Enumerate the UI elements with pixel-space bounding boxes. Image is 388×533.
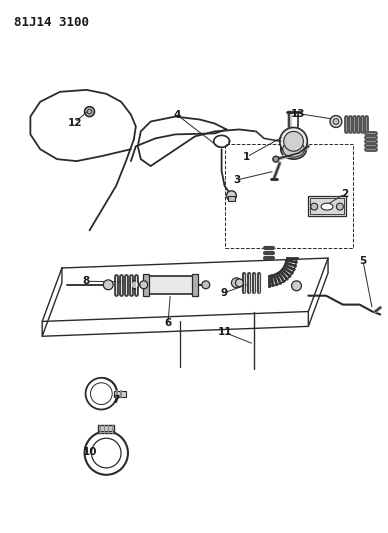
Text: 3: 3 (233, 175, 241, 185)
Circle shape (236, 279, 243, 287)
Bar (114, 391, 126, 397)
Text: 81J14 3100: 81J14 3100 (14, 16, 89, 29)
Ellipse shape (281, 139, 307, 159)
Text: 7: 7 (112, 395, 119, 405)
Ellipse shape (283, 141, 305, 157)
Circle shape (87, 109, 92, 114)
Circle shape (333, 118, 339, 125)
Bar (225, 144, 353, 248)
Circle shape (85, 107, 94, 117)
Text: 11: 11 (217, 327, 232, 337)
Text: 1: 1 (243, 152, 250, 162)
Text: 6: 6 (165, 318, 171, 328)
Bar (99, 425, 114, 433)
Circle shape (330, 116, 342, 127)
Circle shape (292, 281, 301, 290)
Text: 5: 5 (359, 256, 367, 266)
Circle shape (336, 203, 343, 210)
Ellipse shape (321, 203, 333, 210)
Circle shape (103, 280, 113, 290)
Bar (147, 276, 194, 294)
Bar (310, 198, 344, 214)
Circle shape (232, 278, 241, 288)
Circle shape (131, 281, 139, 289)
Circle shape (284, 132, 303, 151)
Circle shape (311, 203, 318, 210)
Circle shape (273, 156, 279, 162)
Text: 10: 10 (83, 447, 97, 457)
Bar (143, 274, 149, 296)
Bar (308, 196, 346, 215)
Circle shape (227, 191, 236, 201)
Text: 13: 13 (291, 109, 305, 118)
Text: 2: 2 (341, 189, 349, 199)
Text: 9: 9 (220, 288, 227, 298)
Circle shape (280, 127, 307, 155)
Bar (227, 196, 236, 201)
Circle shape (140, 281, 148, 289)
Circle shape (202, 281, 210, 289)
Text: 12: 12 (68, 117, 82, 127)
Text: 4: 4 (173, 110, 180, 119)
Text: 8: 8 (83, 276, 90, 286)
Bar (192, 274, 198, 296)
